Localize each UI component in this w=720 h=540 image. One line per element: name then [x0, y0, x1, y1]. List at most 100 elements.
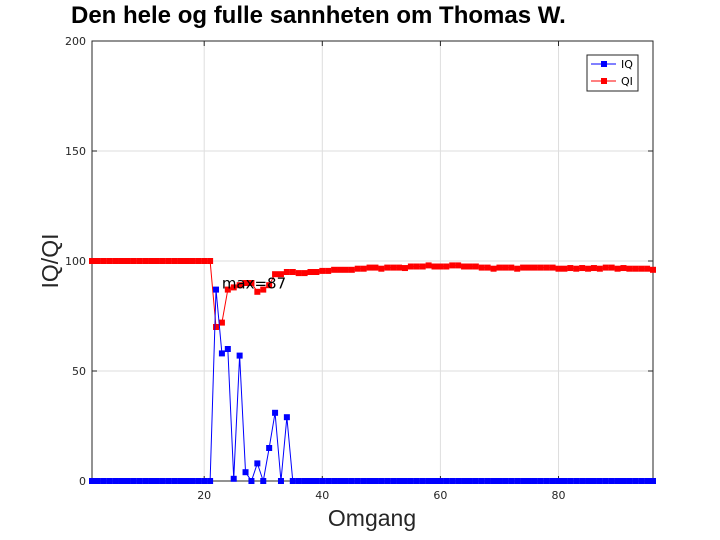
data-point-qi — [272, 271, 279, 278]
data-point-iq — [183, 478, 190, 484]
data-point-iq — [638, 478, 645, 484]
data-point-qi — [378, 265, 385, 272]
data-point-qi — [195, 258, 202, 264]
data-point-qi — [419, 263, 426, 270]
data-point-iq — [242, 469, 249, 476]
data-point-qi — [579, 265, 586, 272]
data-point-iq — [224, 346, 231, 352]
data-point-iq — [136, 478, 143, 484]
data-point-qi — [531, 264, 538, 271]
data-point-qi — [213, 324, 220, 330]
data-point-iq — [419, 478, 426, 484]
data-point-iq — [378, 478, 385, 484]
data-point-iq — [478, 478, 485, 484]
data-point-qi — [159, 258, 166, 264]
data-point-qi — [124, 258, 131, 264]
data-point-qi — [130, 258, 137, 264]
data-point-qi — [396, 264, 403, 271]
data-point-iq — [301, 478, 308, 484]
data-point-qi — [106, 258, 113, 264]
data-point-iq — [632, 478, 639, 484]
data-point-qi — [437, 263, 444, 270]
data-point-qi — [136, 258, 143, 264]
data-point-iq — [100, 478, 107, 484]
data-point-iq — [307, 478, 314, 484]
data-point-iq — [124, 478, 131, 484]
y-axis-label: IQ/QI — [37, 234, 63, 289]
data-point-qi — [366, 264, 373, 271]
data-point-qi — [490, 265, 497, 272]
y-tick-label: 100 — [65, 255, 86, 268]
data-point-iq — [537, 478, 544, 484]
data-point-iq — [472, 478, 479, 484]
data-point-iq — [384, 478, 391, 484]
data-point-qi — [384, 264, 391, 271]
x-tick-label: 80 — [552, 489, 566, 502]
y-tick-label: 200 — [65, 35, 86, 48]
data-point-qi — [590, 265, 597, 272]
data-point-iq — [596, 478, 603, 484]
data-point-iq — [585, 478, 592, 484]
data-point-iq — [354, 478, 361, 484]
data-point-qi — [567, 265, 574, 272]
legend-box — [586, 54, 639, 92]
data-point-qi — [112, 258, 119, 264]
data-point-iq — [218, 350, 225, 357]
data-point-iq — [360, 478, 367, 484]
data-point-qi — [283, 269, 290, 275]
data-point-iq — [437, 478, 444, 484]
data-point-qi — [484, 264, 491, 271]
data-point-iq — [443, 478, 450, 484]
data-point-iq — [520, 478, 527, 484]
data-point-iq — [177, 478, 184, 484]
data-point-qi — [608, 264, 615, 271]
data-point-iq — [289, 478, 296, 484]
data-point-iq — [118, 478, 125, 484]
data-point-qi — [230, 284, 237, 291]
data-point-iq — [337, 478, 344, 484]
data-point-qi — [425, 262, 432, 269]
data-point-qi — [260, 286, 267, 293]
data-point-qi — [561, 265, 568, 272]
data-point-qi — [508, 264, 515, 271]
data-point-qi — [254, 288, 261, 295]
data-point-qi — [614, 265, 621, 272]
data-point-qi — [348, 266, 355, 273]
data-point-iq — [461, 478, 468, 484]
data-point-iq — [159, 478, 166, 484]
data-point-qi — [390, 264, 397, 271]
data-point-qi — [585, 265, 592, 272]
data-point-iq — [396, 478, 403, 484]
data-point-iq — [531, 478, 538, 484]
data-point-qi — [632, 265, 639, 272]
data-point-qi — [266, 282, 273, 289]
data-point-qi — [401, 265, 408, 272]
data-point-iq — [130, 478, 137, 484]
data-point-iq — [319, 478, 326, 484]
data-point-qi — [496, 264, 503, 271]
data-point-qi — [650, 266, 656, 273]
data-point-iq — [295, 478, 302, 484]
data-point-iq — [390, 478, 397, 484]
data-point-qi — [372, 264, 379, 271]
data-point-qi — [520, 264, 527, 271]
data-point-iq — [413, 478, 420, 484]
x-tick-label: 60 — [433, 489, 447, 502]
data-point-qi — [118, 258, 125, 264]
data-point-qi — [525, 264, 532, 271]
data-point-qi — [626, 265, 633, 272]
data-point-qi — [236, 282, 243, 289]
data-point-qi — [644, 265, 651, 272]
data-point-qi — [201, 258, 208, 264]
data-point-iq — [567, 478, 574, 484]
data-point-iq — [171, 478, 178, 484]
data-point-qi — [171, 258, 178, 264]
data-point-iq — [165, 478, 172, 484]
data-point-qi — [89, 258, 95, 264]
data-point-iq — [401, 478, 408, 484]
data-point-iq — [94, 478, 101, 484]
data-point-qi — [466, 263, 473, 270]
data-point-qi — [431, 263, 438, 270]
data-point-iq — [148, 478, 155, 484]
data-point-qi — [100, 258, 107, 264]
